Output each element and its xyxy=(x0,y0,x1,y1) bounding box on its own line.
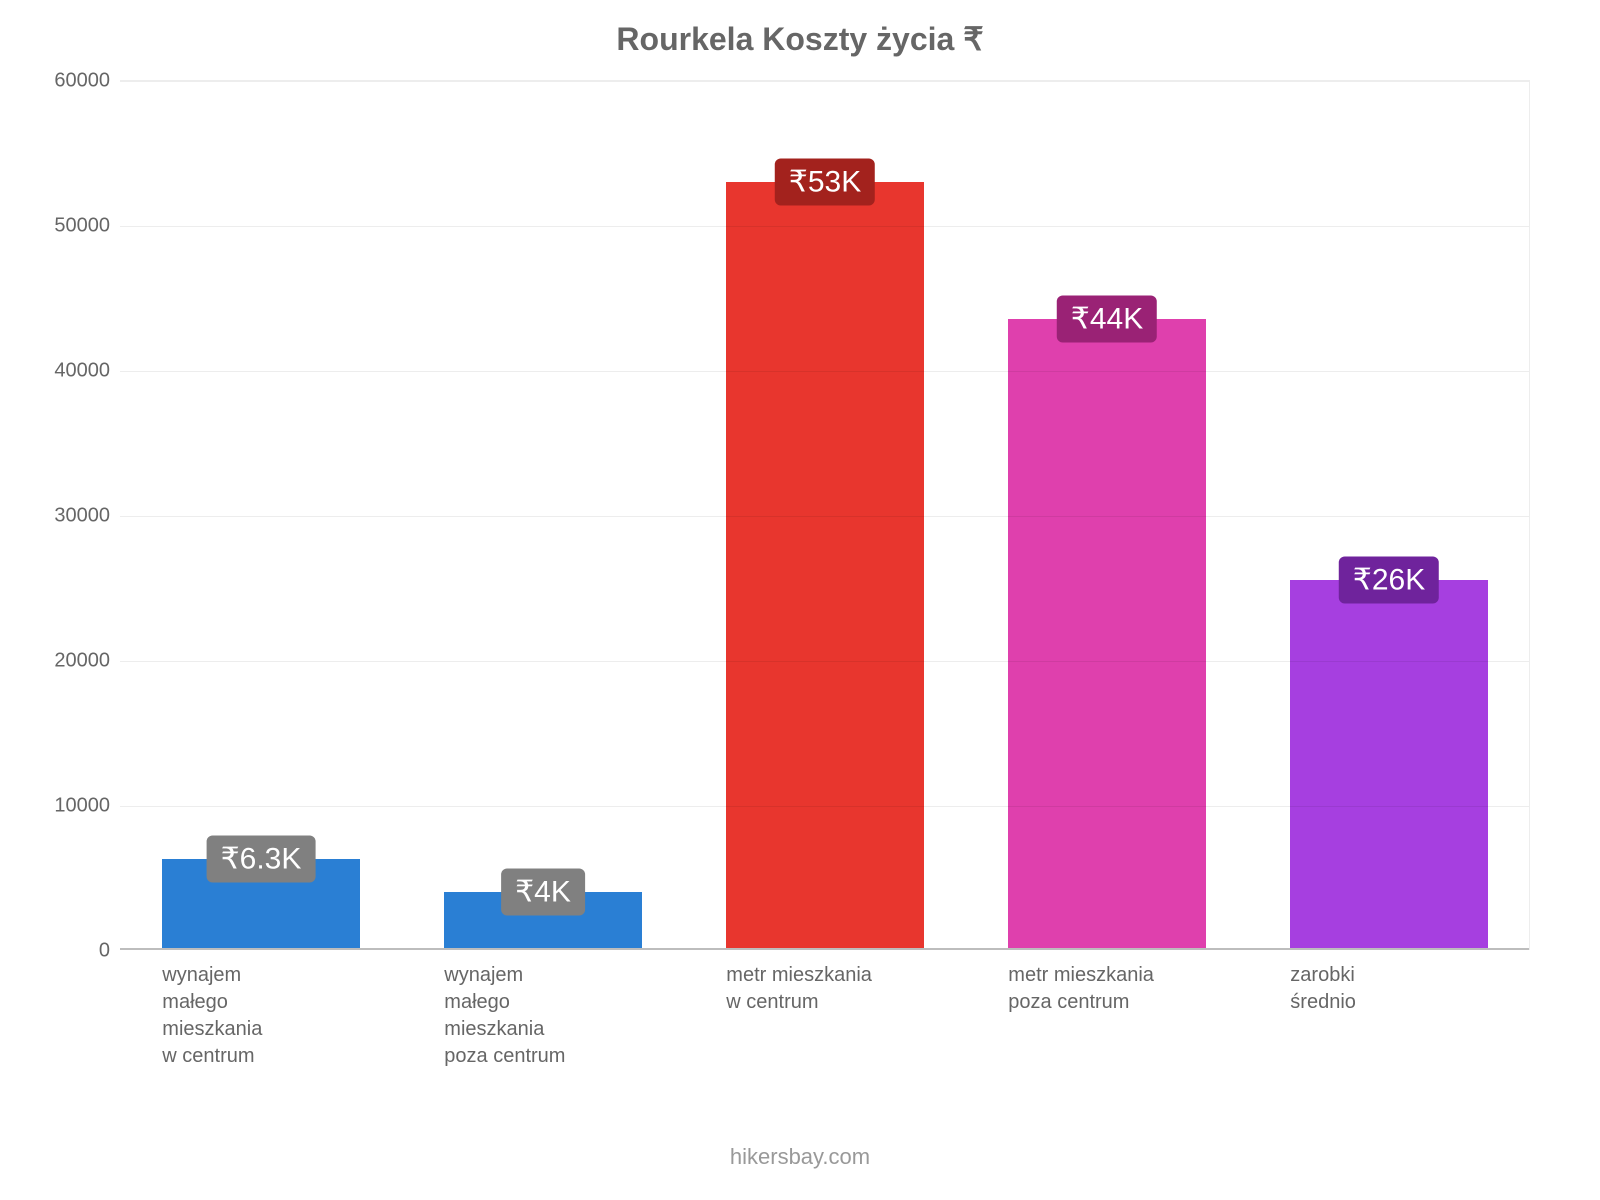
gridline xyxy=(120,371,1529,372)
value-badge: ₹44K xyxy=(1057,296,1157,343)
y-tick-label: 40000 xyxy=(54,360,120,383)
gridline xyxy=(120,806,1529,807)
y-tick-label: 50000 xyxy=(54,215,120,238)
x-axis-label: wynajem małego mieszkania poza centrum xyxy=(444,962,565,1070)
gridline xyxy=(120,226,1529,227)
gridline xyxy=(120,81,1529,82)
y-tick-label: 20000 xyxy=(54,650,120,673)
x-axis-label: wynajem małego mieszkania w centrum xyxy=(162,962,262,1070)
value-badge: ₹26K xyxy=(1339,557,1439,604)
bar: ₹6.3K xyxy=(162,859,359,950)
plot-area: ₹6.3K₹4K₹53K₹44K₹26K 0100002000030000400… xyxy=(120,80,1530,950)
x-axis-label: zarobki średnio xyxy=(1290,962,1356,1016)
cost-of-living-chart: Rourkela Koszty życia ₹ ₹6.3K ₹4K ₹53K ₹44K… xyxy=(40,20,1560,1180)
x-axis-label: metr mieszkania poza centrum xyxy=(1008,962,1154,1016)
x-axis-labels: wynajem małego mieszkania w centrum wynaj… xyxy=(120,950,1530,1100)
y-tick-label: 10000 xyxy=(54,795,120,818)
value-badge: ₹6.3K xyxy=(207,835,316,882)
bar: ₹44K xyxy=(1008,319,1205,950)
value-badge: ₹4K xyxy=(501,869,585,916)
bar: ₹26K xyxy=(1290,580,1487,950)
value-badge: ₹53K xyxy=(775,158,875,205)
chart-title: Rourkela Koszty życia ₹ xyxy=(40,20,1560,58)
gridline xyxy=(120,516,1529,517)
y-tick-label: 0 xyxy=(99,940,120,963)
gridline xyxy=(120,661,1529,662)
x-axis-label: metr mieszkania w centrum xyxy=(726,962,872,1016)
bar: ₹53K xyxy=(726,182,923,951)
y-tick-label: 60000 xyxy=(54,70,120,93)
y-tick-label: 30000 xyxy=(54,505,120,528)
attribution-text: hikersbay.com xyxy=(40,1144,1560,1170)
bar: ₹4K xyxy=(444,892,641,950)
